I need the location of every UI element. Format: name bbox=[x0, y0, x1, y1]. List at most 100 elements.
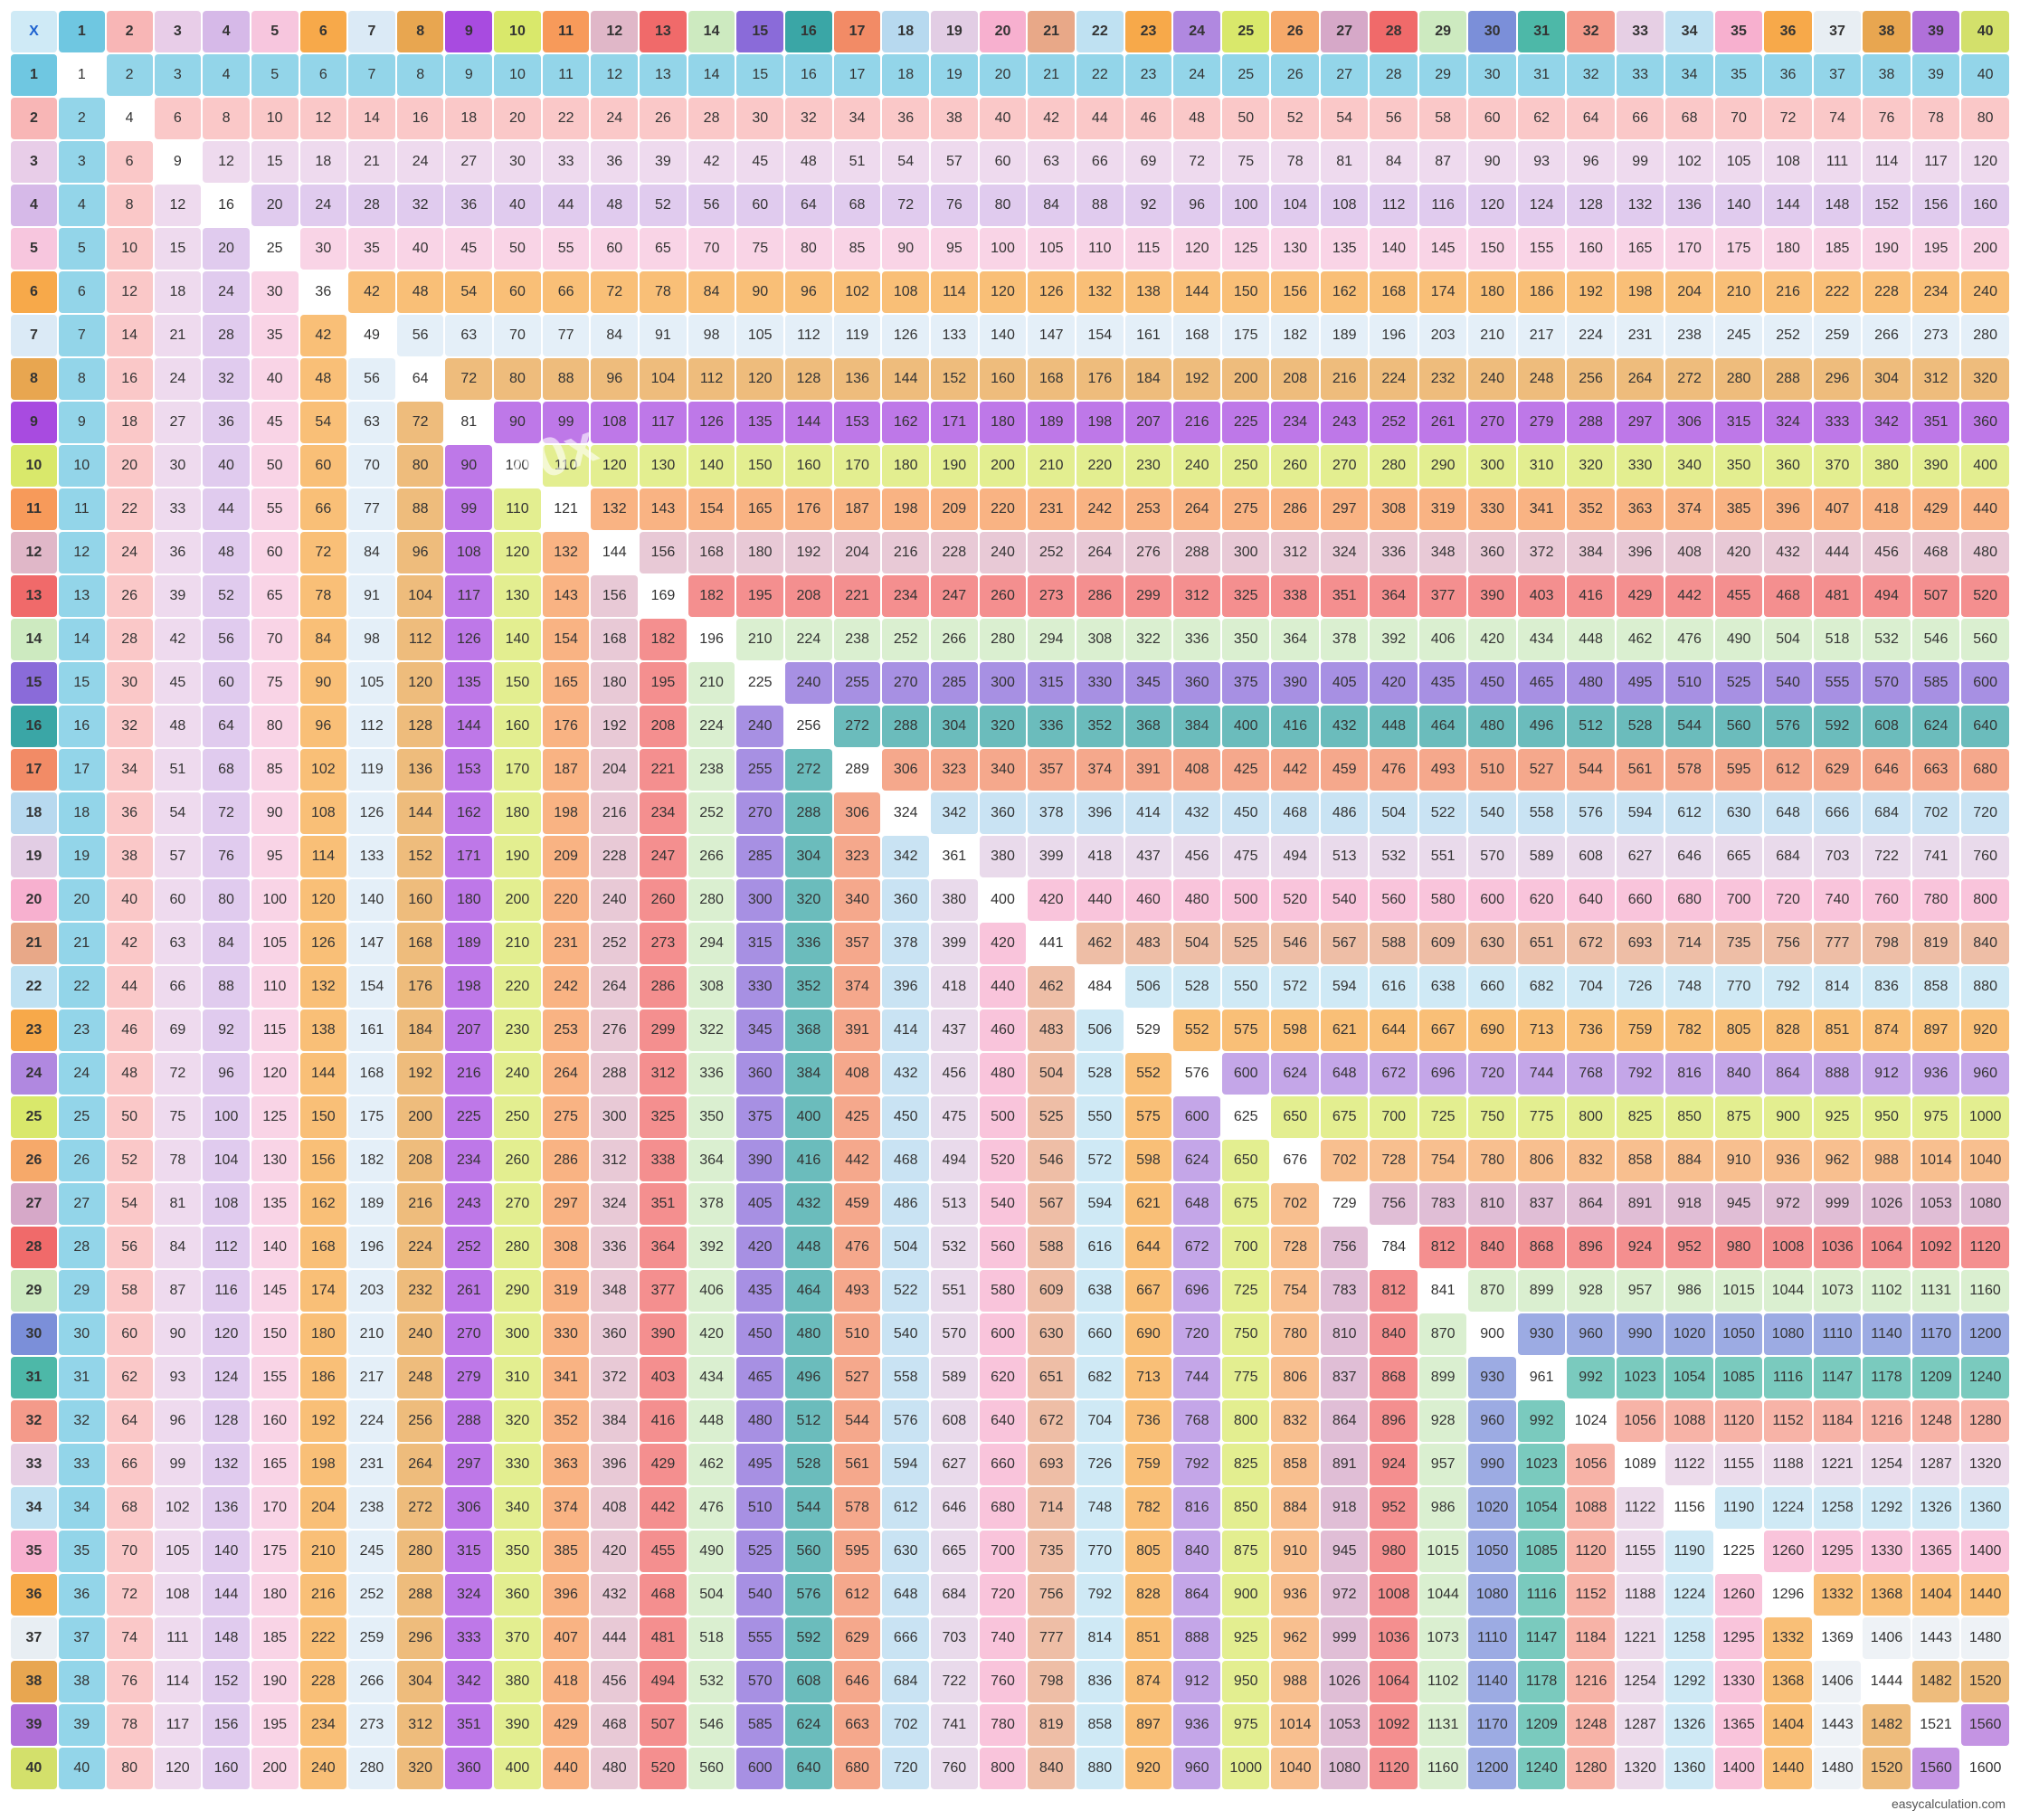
cell-26-31: 806 bbox=[1518, 1140, 1565, 1181]
cell-20-5: 100 bbox=[251, 879, 299, 921]
cell-23-4: 92 bbox=[203, 1010, 250, 1051]
cell-12-8: 96 bbox=[397, 532, 444, 573]
cell-3-21: 63 bbox=[1028, 141, 1075, 183]
cell-24-11: 264 bbox=[543, 1053, 590, 1095]
cell-24-8: 192 bbox=[397, 1053, 444, 1095]
cell-39-13: 507 bbox=[640, 1704, 687, 1746]
cell-5-18: 90 bbox=[882, 228, 929, 270]
cell-20-24: 480 bbox=[1173, 879, 1220, 921]
cell-15-7: 105 bbox=[348, 662, 395, 704]
cell-32-36: 1152 bbox=[1764, 1400, 1811, 1442]
cell-40-29: 1160 bbox=[1419, 1748, 1466, 1789]
cell-1-6: 6 bbox=[300, 54, 347, 96]
cell-15-27: 405 bbox=[1321, 662, 1368, 704]
cell-39-6: 234 bbox=[300, 1704, 347, 1746]
cell-17-8: 136 bbox=[397, 749, 444, 791]
cell-35-24: 840 bbox=[1173, 1531, 1220, 1572]
cell-16-20: 320 bbox=[980, 706, 1027, 747]
row-header-40: 40 bbox=[11, 1748, 57, 1789]
cell-19-28: 532 bbox=[1370, 836, 1417, 877]
cell-28-30: 840 bbox=[1468, 1227, 1515, 1268]
cell-19-20: 380 bbox=[980, 836, 1027, 877]
cell-20-22: 440 bbox=[1076, 879, 1124, 921]
cell-28-25: 700 bbox=[1222, 1227, 1269, 1268]
cell-26-4: 104 bbox=[203, 1140, 250, 1181]
cell-10-37: 370 bbox=[1814, 445, 1861, 487]
cell-27-29: 783 bbox=[1419, 1183, 1466, 1225]
cell-33-11: 363 bbox=[543, 1444, 590, 1485]
cell-10-38: 380 bbox=[1863, 445, 1910, 487]
cell-23-38: 874 bbox=[1863, 1010, 1910, 1051]
cell-29-24: 696 bbox=[1173, 1270, 1220, 1312]
cell-14-38: 532 bbox=[1863, 619, 1910, 660]
cell-36-36: 1296 bbox=[1764, 1574, 1811, 1616]
cell-31-1: 31 bbox=[59, 1357, 105, 1398]
cell-32-12: 384 bbox=[591, 1400, 638, 1442]
cell-3-39: 117 bbox=[1912, 141, 1959, 183]
cell-16-17: 272 bbox=[834, 706, 881, 747]
cell-29-5: 145 bbox=[251, 1270, 299, 1312]
cell-2-1: 2 bbox=[59, 98, 105, 139]
cell-22-23: 506 bbox=[1125, 966, 1172, 1008]
cell-17-5: 85 bbox=[251, 749, 299, 791]
cell-24-31: 744 bbox=[1518, 1053, 1565, 1095]
cell-7-21: 147 bbox=[1028, 315, 1075, 356]
cell-31-7: 217 bbox=[348, 1357, 395, 1398]
cell-25-30: 750 bbox=[1468, 1096, 1515, 1138]
cell-35-10: 350 bbox=[494, 1531, 541, 1572]
cell-32-25: 800 bbox=[1222, 1400, 1269, 1442]
cell-4-14: 56 bbox=[688, 185, 735, 226]
cell-24-2: 48 bbox=[107, 1053, 153, 1095]
cell-25-11: 275 bbox=[543, 1096, 590, 1138]
cell-10-6: 60 bbox=[300, 445, 347, 487]
cell-23-11: 253 bbox=[543, 1010, 590, 1051]
cell-28-15: 420 bbox=[736, 1227, 783, 1268]
cell-21-40: 840 bbox=[1961, 923, 2009, 964]
cell-22-1: 22 bbox=[59, 966, 105, 1008]
cell-2-14: 28 bbox=[688, 98, 735, 139]
row-header-6: 6 bbox=[11, 271, 57, 313]
cell-32-6: 192 bbox=[300, 1400, 347, 1442]
cell-4-2: 8 bbox=[107, 185, 153, 226]
cell-34-3: 102 bbox=[155, 1487, 202, 1529]
cell-25-27: 675 bbox=[1321, 1096, 1368, 1138]
cell-15-1: 15 bbox=[59, 662, 105, 704]
cell-5-36: 180 bbox=[1764, 228, 1811, 270]
cell-34-35: 1190 bbox=[1715, 1487, 1762, 1529]
cell-35-40: 1400 bbox=[1961, 1531, 2009, 1572]
cell-7-35: 245 bbox=[1715, 315, 1762, 356]
cell-27-3: 81 bbox=[155, 1183, 202, 1225]
cell-26-27: 702 bbox=[1321, 1140, 1368, 1181]
cell-16-24: 384 bbox=[1173, 706, 1220, 747]
cell-37-7: 259 bbox=[348, 1617, 395, 1659]
cell-21-12: 252 bbox=[591, 923, 638, 964]
cell-12-14: 168 bbox=[688, 532, 735, 573]
cell-35-34: 1190 bbox=[1665, 1531, 1712, 1572]
cell-32-32: 1024 bbox=[1567, 1400, 1614, 1442]
cell-35-7: 245 bbox=[348, 1531, 395, 1572]
cell-8-5: 40 bbox=[251, 358, 299, 400]
cell-34-14: 476 bbox=[688, 1487, 735, 1529]
cell-25-20: 500 bbox=[980, 1096, 1027, 1138]
cell-20-25: 500 bbox=[1222, 879, 1269, 921]
cell-27-2: 54 bbox=[107, 1183, 153, 1225]
cell-40-26: 1040 bbox=[1271, 1748, 1318, 1789]
cell-34-32: 1088 bbox=[1567, 1487, 1614, 1529]
cell-19-25: 475 bbox=[1222, 836, 1269, 877]
cell-8-6: 48 bbox=[300, 358, 347, 400]
row-header-8: 8 bbox=[11, 358, 57, 400]
cell-37-22: 814 bbox=[1076, 1617, 1124, 1659]
cell-11-19: 209 bbox=[931, 488, 978, 530]
cell-7-13: 91 bbox=[640, 315, 687, 356]
cell-10-5: 50 bbox=[251, 445, 299, 487]
cell-40-36: 1440 bbox=[1764, 1748, 1811, 1789]
cell-12-13: 156 bbox=[640, 532, 687, 573]
cell-19-27: 513 bbox=[1321, 836, 1368, 877]
cell-33-22: 726 bbox=[1076, 1444, 1124, 1485]
cell-27-9: 243 bbox=[445, 1183, 492, 1225]
cell-2-33: 66 bbox=[1617, 98, 1664, 139]
cell-27-16: 432 bbox=[785, 1183, 832, 1225]
cell-26-32: 832 bbox=[1567, 1140, 1614, 1181]
cell-37-3: 111 bbox=[155, 1617, 202, 1659]
cell-26-2: 52 bbox=[107, 1140, 153, 1181]
